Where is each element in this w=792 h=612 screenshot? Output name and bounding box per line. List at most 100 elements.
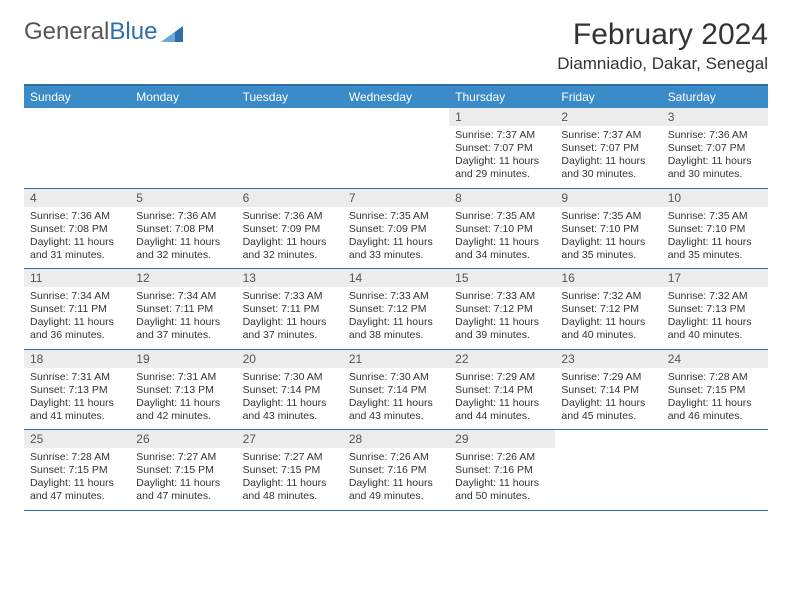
day-details: Sunrise: 7:28 AMSunset: 7:15 PMDaylight:… [24,448,130,510]
day-cell [555,430,661,510]
day-of-week-header: Sunday Monday Tuesday Wednesday Thursday… [24,86,768,108]
sunrise-text: Sunrise: 7:29 AM [455,371,549,384]
day-details: Sunrise: 7:35 AMSunset: 7:10 PMDaylight:… [555,207,661,269]
daylight-text: Daylight: 11 hours and 43 minutes. [243,397,337,423]
day-cell: 14Sunrise: 7:33 AMSunset: 7:12 PMDayligh… [343,269,449,349]
sunrise-text: Sunrise: 7:31 AM [136,371,230,384]
sunrise-text: Sunrise: 7:27 AM [136,451,230,464]
day-cell: 1Sunrise: 7:37 AMSunset: 7:07 PMDaylight… [449,108,555,188]
sunset-text: Sunset: 7:13 PM [668,303,762,316]
daylight-text: Daylight: 11 hours and 50 minutes. [455,477,549,503]
day-number: 20 [237,350,343,368]
day-details [237,126,343,182]
daylight-text: Daylight: 11 hours and 37 minutes. [136,316,230,342]
page-title: February 2024 [557,18,768,52]
sunrise-text: Sunrise: 7:32 AM [561,290,655,303]
daylight-text: Daylight: 11 hours and 30 minutes. [561,155,655,181]
day-number [24,108,130,126]
week-row: 25Sunrise: 7:28 AMSunset: 7:15 PMDayligh… [24,430,768,511]
day-cell: 13Sunrise: 7:33 AMSunset: 7:11 PMDayligh… [237,269,343,349]
day-details: Sunrise: 7:35 AMSunset: 7:09 PMDaylight:… [343,207,449,269]
day-number: 23 [555,350,661,368]
day-cell: 27Sunrise: 7:27 AMSunset: 7:15 PMDayligh… [237,430,343,510]
sunset-text: Sunset: 7:09 PM [243,223,337,236]
daylight-text: Daylight: 11 hours and 31 minutes. [30,236,124,262]
day-details [130,126,236,182]
day-cell: 8Sunrise: 7:35 AMSunset: 7:10 PMDaylight… [449,189,555,269]
sunset-text: Sunset: 7:07 PM [561,142,655,155]
brand-logo: GeneralBlue [24,18,183,46]
day-number: 12 [130,269,236,287]
sunset-text: Sunset: 7:10 PM [561,223,655,236]
daylight-text: Daylight: 11 hours and 47 minutes. [136,477,230,503]
day-number: 17 [662,269,768,287]
day-details: Sunrise: 7:36 AMSunset: 7:09 PMDaylight:… [237,207,343,269]
sunrise-text: Sunrise: 7:35 AM [561,210,655,223]
day-details: Sunrise: 7:30 AMSunset: 7:14 PMDaylight:… [343,368,449,430]
daylight-text: Daylight: 11 hours and 36 minutes. [30,316,124,342]
day-details: Sunrise: 7:37 AMSunset: 7:07 PMDaylight:… [555,126,661,188]
day-details: Sunrise: 7:36 AMSunset: 7:07 PMDaylight:… [662,126,768,188]
day-cell: 17Sunrise: 7:32 AMSunset: 7:13 PMDayligh… [662,269,768,349]
sunset-text: Sunset: 7:07 PM [668,142,762,155]
sunrise-text: Sunrise: 7:30 AM [349,371,443,384]
sunrise-text: Sunrise: 7:37 AM [561,129,655,142]
sunrise-text: Sunrise: 7:33 AM [349,290,443,303]
day-details: Sunrise: 7:33 AMSunset: 7:11 PMDaylight:… [237,287,343,349]
day-number: 25 [24,430,130,448]
sunset-text: Sunset: 7:16 PM [455,464,549,477]
sunset-text: Sunset: 7:15 PM [136,464,230,477]
day-number: 8 [449,189,555,207]
header: GeneralBlue February 2024 Diamniadio, Da… [24,18,768,74]
daylight-text: Daylight: 11 hours and 43 minutes. [349,397,443,423]
day-cell [130,108,236,188]
day-cell: 21Sunrise: 7:30 AMSunset: 7:14 PMDayligh… [343,350,449,430]
daylight-text: Daylight: 11 hours and 29 minutes. [455,155,549,181]
daylight-text: Daylight: 11 hours and 32 minutes. [136,236,230,262]
day-details: Sunrise: 7:36 AMSunset: 7:08 PMDaylight:… [130,207,236,269]
day-cell: 19Sunrise: 7:31 AMSunset: 7:13 PMDayligh… [130,350,236,430]
day-cell: 20Sunrise: 7:30 AMSunset: 7:14 PMDayligh… [237,350,343,430]
day-number: 28 [343,430,449,448]
daylight-text: Daylight: 11 hours and 32 minutes. [243,236,337,262]
day-cell: 3Sunrise: 7:36 AMSunset: 7:07 PMDaylight… [662,108,768,188]
day-details: Sunrise: 7:27 AMSunset: 7:15 PMDaylight:… [237,448,343,510]
day-cell: 26Sunrise: 7:27 AMSunset: 7:15 PMDayligh… [130,430,236,510]
sunrise-text: Sunrise: 7:34 AM [136,290,230,303]
sunset-text: Sunset: 7:11 PM [30,303,124,316]
day-cell [343,108,449,188]
sunset-text: Sunset: 7:08 PM [136,223,230,236]
dow-wednesday: Wednesday [343,86,449,108]
day-details: Sunrise: 7:36 AMSunset: 7:08 PMDaylight:… [24,207,130,269]
sunset-text: Sunset: 7:13 PM [30,384,124,397]
day-details: Sunrise: 7:30 AMSunset: 7:14 PMDaylight:… [237,368,343,430]
day-details: Sunrise: 7:35 AMSunset: 7:10 PMDaylight:… [662,207,768,269]
day-cell: 4Sunrise: 7:36 AMSunset: 7:08 PMDaylight… [24,189,130,269]
day-number: 11 [24,269,130,287]
day-details: Sunrise: 7:26 AMSunset: 7:16 PMDaylight:… [343,448,449,510]
sunset-text: Sunset: 7:15 PM [30,464,124,477]
day-number: 29 [449,430,555,448]
sunrise-text: Sunrise: 7:28 AM [668,371,762,384]
sunrise-text: Sunrise: 7:29 AM [561,371,655,384]
day-number: 14 [343,269,449,287]
sunrise-text: Sunrise: 7:36 AM [30,210,124,223]
sunset-text: Sunset: 7:14 PM [349,384,443,397]
sunset-text: Sunset: 7:14 PM [561,384,655,397]
sunset-text: Sunset: 7:15 PM [243,464,337,477]
daylight-text: Daylight: 11 hours and 34 minutes. [455,236,549,262]
day-number [237,108,343,126]
daylight-text: Daylight: 11 hours and 49 minutes. [349,477,443,503]
daylight-text: Daylight: 11 hours and 44 minutes. [455,397,549,423]
calendar: Sunday Monday Tuesday Wednesday Thursday… [24,84,768,511]
day-number: 6 [237,189,343,207]
sunset-text: Sunset: 7:14 PM [243,384,337,397]
daylight-text: Daylight: 11 hours and 40 minutes. [668,316,762,342]
day-number: 9 [555,189,661,207]
day-number: 15 [449,269,555,287]
day-cell: 10Sunrise: 7:35 AMSunset: 7:10 PMDayligh… [662,189,768,269]
daylight-text: Daylight: 11 hours and 47 minutes. [30,477,124,503]
day-number [343,108,449,126]
day-details: Sunrise: 7:29 AMSunset: 7:14 PMDaylight:… [449,368,555,430]
day-details: Sunrise: 7:26 AMSunset: 7:16 PMDaylight:… [449,448,555,510]
